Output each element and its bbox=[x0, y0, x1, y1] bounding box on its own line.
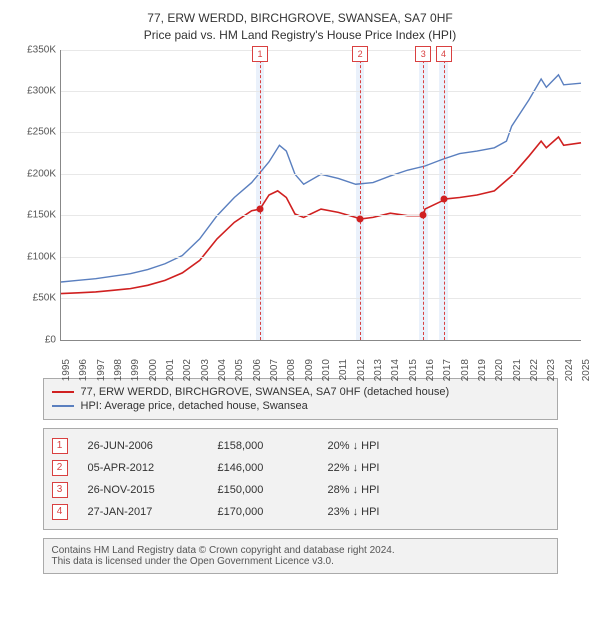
transaction-row: 4 27-JAN-2017 £170,000 23% ↓ HPI bbox=[52, 501, 549, 523]
footer-line2: This data is licensed under the Open Gov… bbox=[52, 556, 549, 567]
tx-number-box: 3 bbox=[52, 482, 68, 498]
marker-line bbox=[423, 50, 424, 340]
tx-hpi-diff: 28% ↓ HPI bbox=[328, 484, 428, 496]
y-tick-label: £150K bbox=[27, 210, 56, 221]
x-tick-label: 2004 bbox=[217, 359, 228, 389]
tx-price: £150,000 bbox=[218, 484, 308, 496]
y-tick-label: £350K bbox=[27, 44, 56, 55]
tx-date: 26-JUN-2006 bbox=[88, 440, 198, 452]
x-tick-label: 2020 bbox=[494, 359, 505, 389]
tx-price: £158,000 bbox=[218, 440, 308, 452]
legend-swatch bbox=[52, 405, 74, 407]
marker-number-box: 1 bbox=[252, 46, 268, 62]
x-tick-label: 2022 bbox=[529, 359, 540, 389]
gridline-h bbox=[61, 215, 581, 216]
x-tick-label: 2000 bbox=[148, 359, 159, 389]
price-point-dot bbox=[440, 195, 447, 202]
marker-number-box: 2 bbox=[352, 46, 368, 62]
tx-price: £146,000 bbox=[218, 462, 308, 474]
y-tick-label: £100K bbox=[27, 251, 56, 262]
x-tick-label: 2008 bbox=[286, 359, 297, 389]
marker-number-box: 4 bbox=[436, 46, 452, 62]
footer-line1: Contains HM Land Registry data © Crown c… bbox=[52, 545, 549, 556]
tx-hpi-diff: 22% ↓ HPI bbox=[328, 462, 428, 474]
y-axis: £0£50K£100K£150K£200K£250K£300K£350K bbox=[20, 50, 60, 340]
tx-date: 05-APR-2012 bbox=[88, 462, 198, 474]
price-point-dot bbox=[357, 215, 364, 222]
gridline-h bbox=[61, 257, 581, 258]
x-tick-label: 2009 bbox=[304, 359, 315, 389]
transactions-table: 1 26-JUN-2006 £158,000 20% ↓ HPI 2 05-APR-201… bbox=[43, 428, 558, 530]
marker-line bbox=[260, 50, 261, 340]
tx-date: 27-JAN-2017 bbox=[88, 506, 198, 518]
x-tick-label: 1998 bbox=[113, 359, 124, 389]
gridline-h bbox=[61, 132, 581, 133]
y-tick-label: £250K bbox=[27, 127, 56, 138]
plot-area: 1995199619971998199920002001200220032004… bbox=[60, 50, 581, 341]
series-hpi bbox=[61, 74, 581, 281]
gridline-h bbox=[61, 174, 581, 175]
x-tick-label: 2012 bbox=[356, 359, 367, 389]
legend-swatch bbox=[52, 391, 74, 393]
x-tick-label: 1995 bbox=[61, 359, 72, 389]
y-tick-label: £200K bbox=[27, 168, 56, 179]
transaction-row: 2 05-APR-2012 £146,000 22% ↓ HPI bbox=[52, 457, 549, 479]
x-tick-label: 2005 bbox=[234, 359, 245, 389]
tx-number-box: 2 bbox=[52, 460, 68, 476]
legend-item: 77, ERW WERDD, BIRCHGROVE, SWANSEA, SA7 … bbox=[52, 385, 549, 399]
marker-line bbox=[360, 50, 361, 340]
x-tick-label: 2001 bbox=[165, 359, 176, 389]
gridline-h bbox=[61, 298, 581, 299]
x-tick-label: 1996 bbox=[78, 359, 89, 389]
x-tick-label: 2013 bbox=[373, 359, 384, 389]
chart-title: 77, ERW WERDD, BIRCHGROVE, SWANSEA, SA7 … bbox=[15, 10, 585, 44]
footer-attribution: Contains HM Land Registry data © Crown c… bbox=[43, 538, 558, 574]
tx-number-box: 4 bbox=[52, 504, 68, 520]
x-tick-label: 2018 bbox=[460, 359, 471, 389]
x-tick-label: 2024 bbox=[564, 359, 575, 389]
y-tick-label: £50K bbox=[33, 293, 56, 304]
x-tick-label: 2002 bbox=[182, 359, 193, 389]
legend-item: HPI: Average price, detached house, Swan… bbox=[52, 399, 549, 413]
tx-number-box: 1 bbox=[52, 438, 68, 454]
x-tick-label: 2007 bbox=[269, 359, 280, 389]
x-tick-label: 2025 bbox=[581, 359, 592, 389]
tx-price: £170,000 bbox=[218, 506, 308, 518]
x-tick-label: 2006 bbox=[252, 359, 263, 389]
x-tick-label: 2010 bbox=[321, 359, 332, 389]
price-point-dot bbox=[420, 212, 427, 219]
gridline-h bbox=[61, 50, 581, 51]
x-tick-label: 2011 bbox=[338, 359, 349, 389]
legend-label: HPI: Average price, detached house, Swan… bbox=[81, 400, 308, 412]
x-tick-label: 2019 bbox=[477, 359, 488, 389]
y-tick-label: £0 bbox=[45, 334, 56, 345]
tx-hpi-diff: 23% ↓ HPI bbox=[328, 506, 428, 518]
x-tick-label: 1997 bbox=[96, 359, 107, 389]
x-tick-label: 2003 bbox=[200, 359, 211, 389]
tx-date: 26-NOV-2015 bbox=[88, 484, 198, 496]
marker-number-box: 3 bbox=[415, 46, 431, 62]
x-tick-label: 2023 bbox=[546, 359, 557, 389]
x-tick-label: 2021 bbox=[512, 359, 523, 389]
title-address: 77, ERW WERDD, BIRCHGROVE, SWANSEA, SA7 … bbox=[15, 10, 585, 27]
title-subtitle: Price paid vs. HM Land Registry's House … bbox=[15, 27, 585, 44]
transaction-row: 1 26-JUN-2006 £158,000 20% ↓ HPI bbox=[52, 435, 549, 457]
line-svg bbox=[61, 50, 581, 340]
x-tick-label: 2014 bbox=[390, 359, 401, 389]
price-point-dot bbox=[256, 205, 263, 212]
tx-hpi-diff: 20% ↓ HPI bbox=[328, 440, 428, 452]
x-tick-label: 2015 bbox=[408, 359, 419, 389]
x-tick-label: 2016 bbox=[425, 359, 436, 389]
chart-area: £0£50K£100K£150K£200K£250K£300K£350K 199… bbox=[20, 50, 580, 370]
gridline-h bbox=[61, 91, 581, 92]
x-tick-label: 2017 bbox=[442, 359, 453, 389]
y-tick-label: £300K bbox=[27, 86, 56, 97]
transaction-row: 3 26-NOV-2015 £150,000 28% ↓ HPI bbox=[52, 479, 549, 501]
x-tick-label: 1999 bbox=[130, 359, 141, 389]
